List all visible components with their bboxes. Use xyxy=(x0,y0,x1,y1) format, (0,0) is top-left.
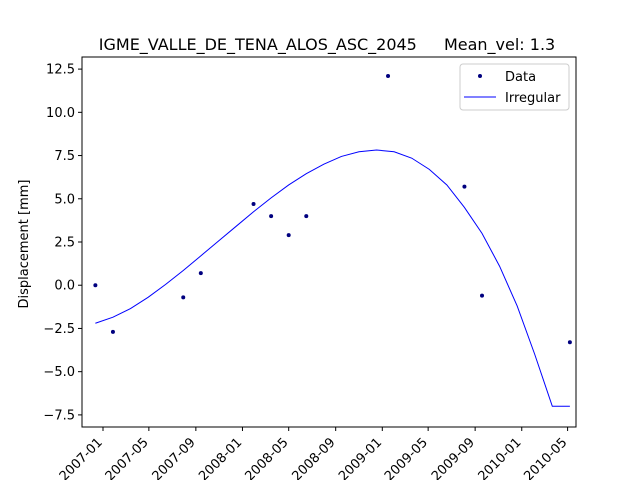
y-axis-label: Displacement [mm] xyxy=(17,180,32,309)
data-point xyxy=(386,74,391,79)
data-point xyxy=(110,329,115,334)
y-tick-label: −2.5 xyxy=(43,322,75,337)
x-tick-label: 2007-05 xyxy=(103,435,152,480)
legend-box xyxy=(459,63,570,111)
irregular-line xyxy=(95,149,570,407)
plot-frame xyxy=(81,56,577,428)
data-point xyxy=(181,295,186,300)
x-tick-label: 2009-05 xyxy=(382,435,431,480)
legend-data-label: Data xyxy=(505,70,536,85)
chart-title-main: IGME_VALLE_DE_TENA_ALOS_ASC_2045 xyxy=(99,35,417,55)
data-point xyxy=(480,293,485,298)
x-tick-label: 2008-05 xyxy=(242,435,291,480)
x-tick-label: 2009-09 xyxy=(429,435,478,480)
y-tick-label: 12.5 xyxy=(46,63,75,78)
legend-data-marker xyxy=(478,74,482,78)
data-point xyxy=(304,214,309,219)
y-tick-label: 2.5 xyxy=(54,236,75,251)
x-tick-label: 2009-01 xyxy=(336,435,385,480)
x-tick-label: 2010-05 xyxy=(521,435,570,480)
x-tick-label: 2007-09 xyxy=(150,435,199,480)
y-tick-label: 5.0 xyxy=(54,192,75,207)
data-point xyxy=(567,340,572,345)
data-point xyxy=(269,214,274,219)
plot-area: −7.5−5.0−2.50.02.55.07.510.012.52007-012… xyxy=(43,56,577,480)
x-tick-label: 2008-01 xyxy=(196,435,245,480)
chart-title: IGME_VALLE_DE_TENA_ALOS_ASC_2045 Mean_ve… xyxy=(99,35,555,55)
data-point xyxy=(462,184,467,189)
chart-subtitle: Mean_vel: 1.3 xyxy=(444,35,555,55)
y-tick-label: −7.5 xyxy=(43,408,75,423)
x-tick-label: 2010-01 xyxy=(476,435,525,480)
data-point xyxy=(93,283,98,288)
y-tick-label: 0.0 xyxy=(54,279,75,294)
legend-irregular-label: Irregular xyxy=(505,91,561,106)
data-point xyxy=(198,271,203,276)
y-tick-label: 7.5 xyxy=(54,149,75,164)
data-point xyxy=(251,201,256,206)
y-tick-label: −5.0 xyxy=(43,365,75,380)
y-tick-label: 10.0 xyxy=(46,106,75,121)
data-point xyxy=(286,233,291,238)
x-tick-label: 2008-09 xyxy=(289,435,338,480)
legend: Data Irregular xyxy=(459,63,570,111)
x-tick-label: 2007-01 xyxy=(57,435,106,480)
